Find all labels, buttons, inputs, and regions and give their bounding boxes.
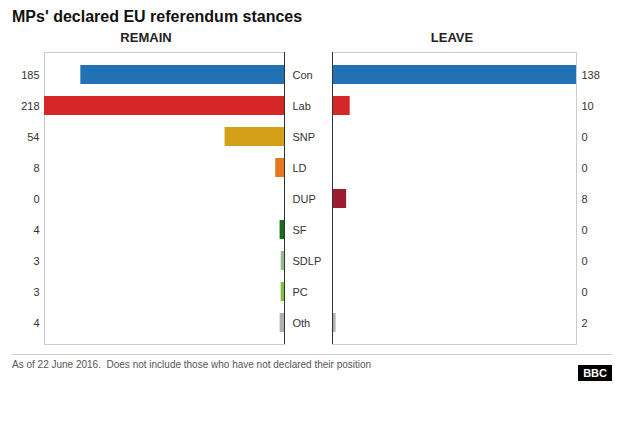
svg-text:0: 0 — [582, 224, 588, 236]
svg-text:0: 0 — [582, 286, 588, 298]
svg-text:3: 3 — [33, 286, 39, 298]
svg-text:0: 0 — [582, 255, 588, 267]
svg-text:0: 0 — [33, 193, 39, 205]
svg-text:Oth: Oth — [293, 317, 311, 329]
html-text:MPs' declared EU referendum st: MPs' declared EU referendum stances — [12, 8, 303, 25]
svg-text:SDLP: SDLP — [293, 255, 322, 267]
svg-text:2: 2 — [582, 317, 588, 329]
svg-text:PC: PC — [293, 286, 308, 298]
svg-text:SNP: SNP — [293, 131, 316, 143]
svg-text:10: 10 — [582, 100, 594, 112]
svg-text:3: 3 — [33, 255, 39, 267]
svg-text:185: 185 — [21, 69, 39, 81]
svg-text:LD: LD — [293, 162, 307, 174]
svg-text:218: 218 — [21, 100, 39, 112]
svg-text:8: 8 — [582, 193, 588, 205]
html-text:LEAVE: LEAVE — [430, 30, 474, 45]
svg-text:8: 8 — [33, 162, 39, 174]
html-text:BBC: BBC — [583, 367, 607, 379]
svg-text:0: 0 — [582, 162, 588, 174]
svg-text:SF: SF — [293, 224, 307, 236]
svg-text:0: 0 — [582, 131, 588, 143]
svg-text:4: 4 — [33, 317, 39, 329]
svg-text:54: 54 — [27, 131, 39, 143]
svg-text:Con: Con — [293, 69, 313, 81]
svg-text:4: 4 — [33, 224, 39, 236]
html-text:As of 22 June 2016. Does not i: As of 22 June 2016. Does not include tho… — [12, 359, 372, 370]
html-text:REMAIN: REMAIN — [120, 30, 172, 45]
svg-text:138: 138 — [582, 69, 600, 81]
svg-text:Lab: Lab — [293, 100, 311, 112]
svg-text:DUP: DUP — [293, 193, 316, 205]
